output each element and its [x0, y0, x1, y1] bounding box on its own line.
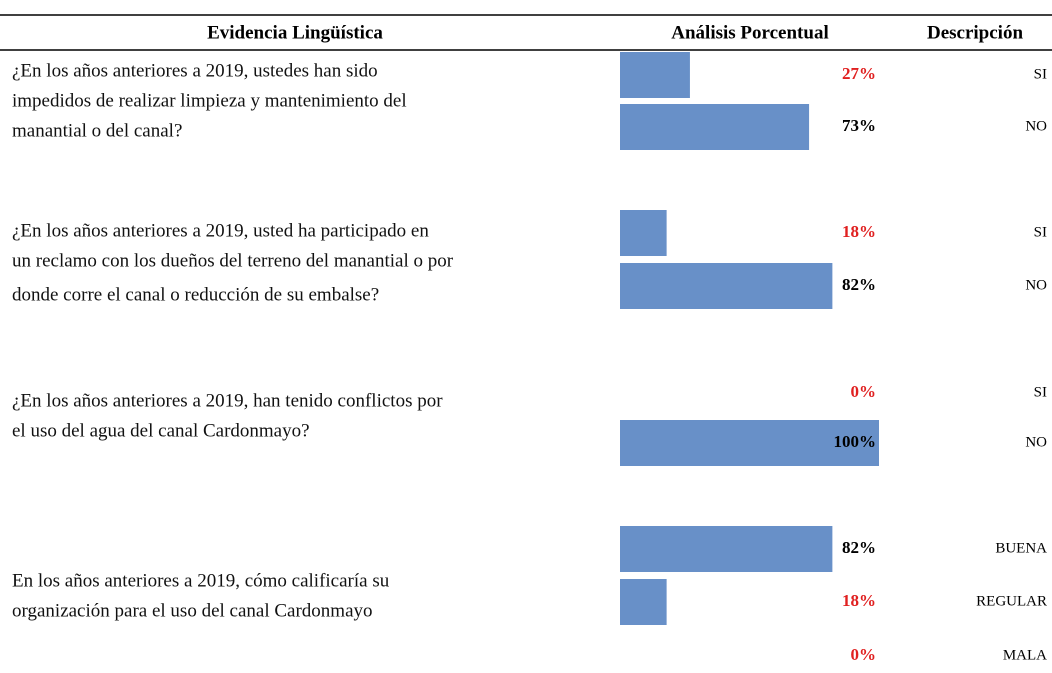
bar: [620, 263, 833, 309]
description: SI: [1034, 384, 1047, 400]
description: REGULAR: [976, 593, 1047, 609]
question-text: un reclamo con los dueños del terreno de…: [12, 250, 454, 271]
description: NO: [1025, 277, 1047, 293]
bar: [620, 420, 879, 466]
description: BUENA: [995, 540, 1047, 556]
percent-label: 82%: [842, 538, 876, 557]
percent-label: 100%: [834, 432, 877, 451]
header-cell: Descripción: [927, 22, 1023, 43]
question-text: manantial o del canal?: [12, 120, 182, 141]
question-text: ¿En los años anteriores a 2019, usted ha…: [12, 220, 429, 241]
question-text: ¿En los años anteriores a 2019, han teni…: [12, 390, 443, 411]
percent-label: 27%: [842, 64, 876, 83]
header-cell: Evidencia Lingüística: [207, 22, 383, 43]
percent-label: 73%: [842, 116, 876, 135]
question-text: el uso del agua del canal Cardonmayo?: [12, 420, 310, 441]
percent-label: 0%: [851, 645, 877, 664]
percent-label: 0%: [851, 382, 877, 401]
description: NO: [1025, 434, 1047, 450]
bar: [620, 526, 833, 572]
question-text: En los años anteriores a 2019, cómo cali…: [12, 570, 390, 591]
bar: [620, 52, 690, 98]
bar: [620, 104, 810, 150]
description: NO: [1025, 118, 1047, 134]
description: MALA: [1003, 647, 1047, 663]
header-cell: Análisis Porcentual: [671, 22, 828, 43]
question-text: donde corre el canal o reducción de su e…: [12, 284, 379, 305]
percent-label: 82%: [842, 275, 876, 294]
description: SI: [1034, 224, 1047, 240]
question-text: organización para el uso del canal Cardo…: [12, 600, 373, 621]
bar: [620, 210, 667, 256]
question-text: impedidos de realizar limpieza y manteni…: [12, 90, 407, 111]
bar: [620, 579, 667, 625]
question-text: ¿En los años anteriores a 2019, ustedes …: [12, 60, 378, 81]
percent-label: 18%: [842, 222, 876, 241]
description: SI: [1034, 66, 1047, 82]
percent-label: 18%: [842, 591, 876, 610]
